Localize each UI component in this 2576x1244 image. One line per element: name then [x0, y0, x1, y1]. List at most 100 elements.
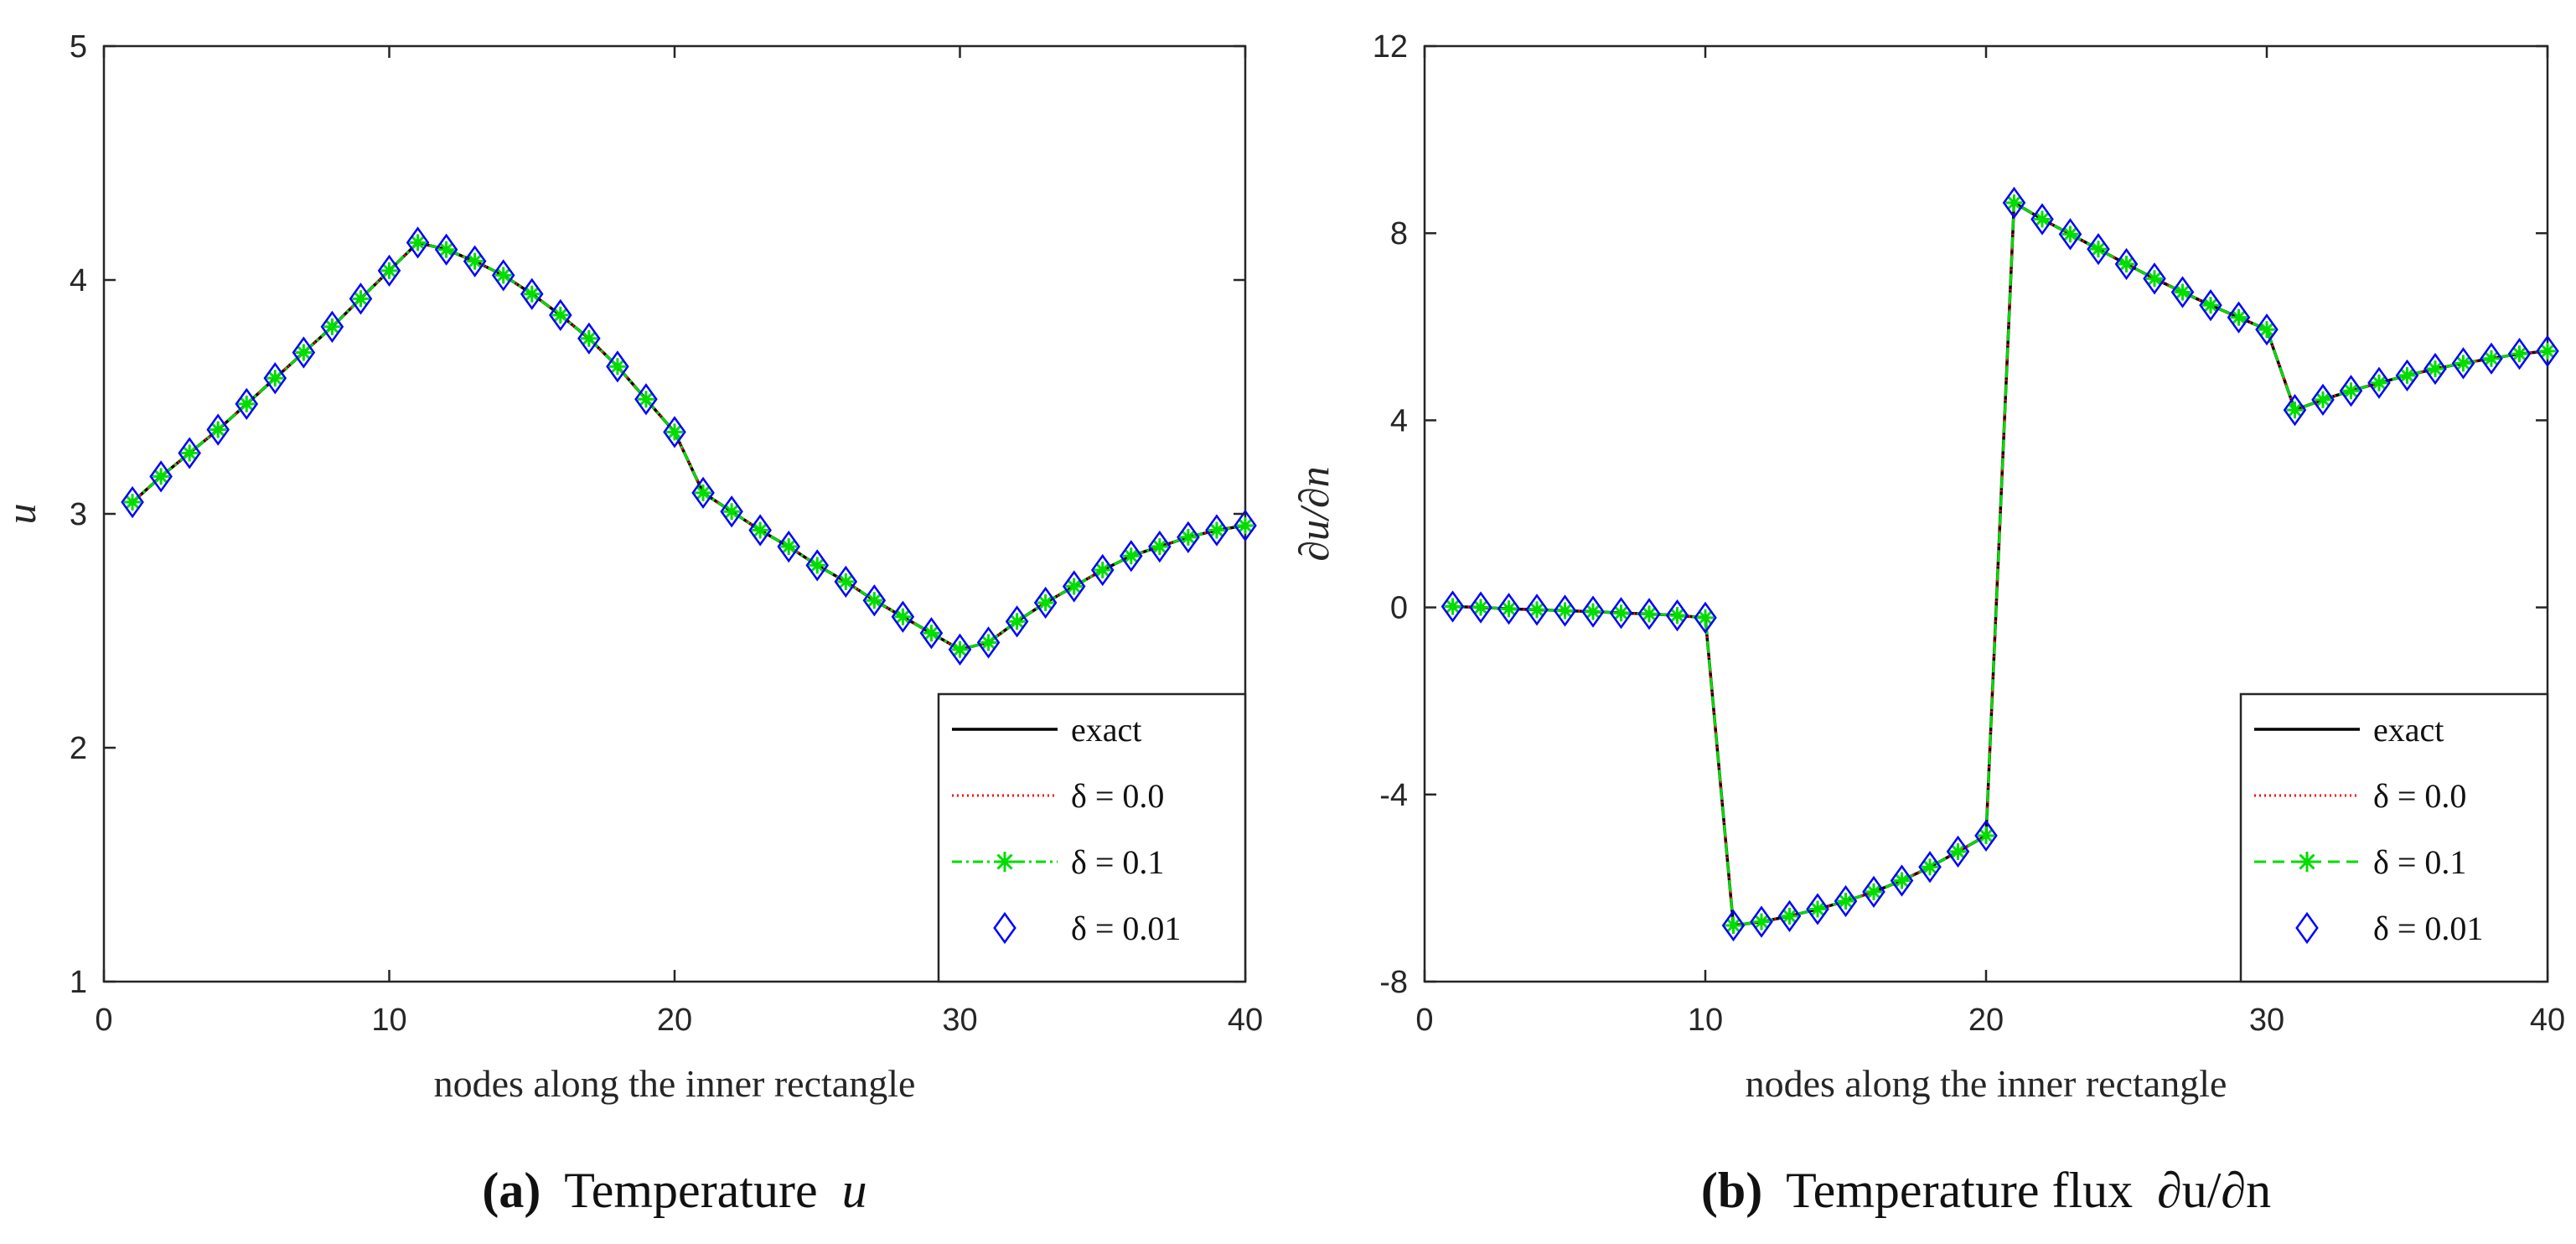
series-point-delta-0.01: [2143, 262, 2166, 295]
series-point-delta-0.01: [891, 600, 915, 633]
series-point-delta-0.1: [1094, 561, 1111, 578]
series-point-delta-0.1: [2427, 360, 2444, 378]
series-point-delta-0.01: [577, 322, 601, 355]
series-point-delta-0.01: [1033, 586, 1058, 619]
series-point-delta-0.01: [349, 282, 373, 315]
series-point-delta-0.01: [1120, 540, 1143, 573]
series-point-delta-0.1: [1949, 842, 1967, 860]
series-point-delta-0.01: [1777, 899, 1802, 933]
series-point-delta-0.1: [238, 395, 256, 412]
series-point-delta-0.1: [1809, 900, 1826, 918]
series-point-delta-0.1: [2090, 241, 2107, 258]
series-point-delta-0.1: [837, 573, 855, 590]
series-point-delta-0.1: [1865, 883, 1882, 900]
series-point-delta-0.1: [894, 608, 912, 625]
series-point-delta-0.1: [2511, 345, 2528, 363]
y-tick-label: 1: [70, 965, 87, 1000]
series-point-delta-0.01: [1721, 909, 1746, 942]
series-point-delta-0.01: [121, 485, 144, 519]
legend: exact δ = 0.0 δ = 0.1 δ = 0.01: [937, 692, 1247, 983]
x-tick-label: 20: [657, 1003, 692, 1038]
series-point-delta-0.01: [834, 565, 858, 599]
series-point-delta-0.01: [1148, 530, 1172, 563]
series-point-delta-0.01: [1469, 591, 1492, 624]
series-point-delta-0.01: [2087, 233, 2110, 266]
series-point-delta-0.1: [2398, 366, 2416, 384]
series-point-delta-0.1: [2174, 283, 2191, 301]
caption-letter: (b): [1701, 1163, 1762, 1218]
series-point-delta-0.01: [463, 245, 487, 277]
series-point-delta-0.01: [1497, 593, 1521, 625]
y-tick-label: 8: [1390, 216, 1408, 251]
series-point-delta-0.1: [2315, 391, 2331, 408]
x-tick-label: 20: [1968, 1003, 2004, 1038]
series-point-delta-0.01: [2170, 276, 2195, 308]
series-point-delta-0.1: [866, 592, 883, 609]
y-tick-label: 4: [70, 263, 87, 298]
legend-box: [2239, 692, 2549, 983]
series-point-delta-0.1: [1753, 913, 1770, 930]
series-point-delta-0.01: [805, 549, 830, 582]
series-point-delta-0.01: [320, 310, 344, 343]
legend-label: δ = 0.1: [2373, 843, 2466, 881]
series-point-delta-0.1: [666, 423, 683, 441]
series-point-delta-0.1: [323, 318, 341, 335]
legend-label: exact: [1071, 711, 1141, 749]
panel-b-chart: 0 10 20 30 40 -8 -4 0 4 8 12 nodes along the inner…: [1291, 29, 2565, 1218]
y-tick-label: 12: [1373, 29, 1408, 65]
series-point-delta-0.01: [2058, 218, 2082, 251]
x-tick-label: 40: [1228, 1003, 1263, 1038]
panel-caption: (a) Temperature u: [482, 1163, 866, 1218]
series-point-delta-0.01: [2423, 352, 2447, 386]
series-point-delta-0.1: [295, 344, 313, 361]
series-line-delta-0.1: [1452, 200, 2548, 927]
panel-a-chart: 0 10 20 30 40 1 2 3 4 5 nodes along the inner rec…: [0, 29, 1263, 1218]
series-point-delta-0.1: [437, 241, 455, 258]
series-point-delta-0.1: [1641, 605, 1658, 623]
series-point-delta-0.01: [2002, 186, 2026, 220]
series-point-delta-0.1: [2061, 225, 2079, 243]
series-point-delta-0.01: [178, 437, 201, 469]
legend-label: δ = 0.1: [1071, 843, 1164, 881]
series-point-delta-0.1: [352, 290, 370, 308]
legend-label: δ = 0.01: [1071, 910, 1181, 947]
series-point-delta-0.1: [752, 521, 769, 539]
series-point-delta-0.01: [235, 387, 259, 421]
series-point-delta-0.01: [1005, 605, 1029, 638]
series-point-delta-0.1: [1122, 547, 1140, 565]
series-point-delta-0.01: [206, 413, 230, 446]
series-point-delta-0.01: [1062, 570, 1086, 603]
series-point-delta-0.01: [748, 514, 772, 547]
series-point-delta-0.01: [2199, 288, 2222, 322]
series-point-delta-0.01: [2311, 383, 2335, 416]
series-point-delta-0.1: [551, 306, 569, 324]
series-point-delta-0.01: [1834, 884, 1858, 918]
series-point-delta-0.1: [1725, 917, 1742, 935]
series-point-delta-0.01: [663, 416, 686, 448]
series-point-delta-0.1: [1151, 538, 1168, 556]
series-point-delta-0.01: [1609, 597, 1633, 630]
series-point-delta-0.01: [1234, 509, 1257, 542]
series-point-delta-0.01: [1553, 594, 1577, 627]
caption-symbol: ∂u/∂n: [2157, 1163, 2271, 1218]
series-point-delta-0.01: [2451, 347, 2475, 380]
series-point-delta-0.1: [923, 625, 940, 642]
series-point-delta-0.01: [2227, 301, 2251, 334]
series-point-delta-0.1: [124, 494, 142, 511]
series-point-delta-0.1: [1893, 872, 1911, 889]
series-point-delta-0.01: [2255, 314, 2279, 346]
caption-text: Temperature flux: [1786, 1163, 2133, 1218]
series-point-delta-0.1: [1208, 521, 1225, 539]
series-point-delta-0.1: [608, 358, 626, 376]
series-point-delta-0.1: [1668, 607, 1686, 625]
legend-box: [937, 692, 1247, 983]
series-point-delta-0.01: [1694, 601, 1717, 635]
series-point-delta-0.01: [2367, 366, 2391, 399]
series-point-delta-0.1: [153, 468, 170, 485]
series-point-delta-0.01: [520, 277, 544, 310]
series-point-delta-0.01: [1205, 514, 1229, 547]
series-point-delta-0.01: [1918, 851, 1942, 884]
series-point-delta-0.01: [976, 626, 1001, 659]
legend-swatch-marker: [2297, 852, 2317, 872]
